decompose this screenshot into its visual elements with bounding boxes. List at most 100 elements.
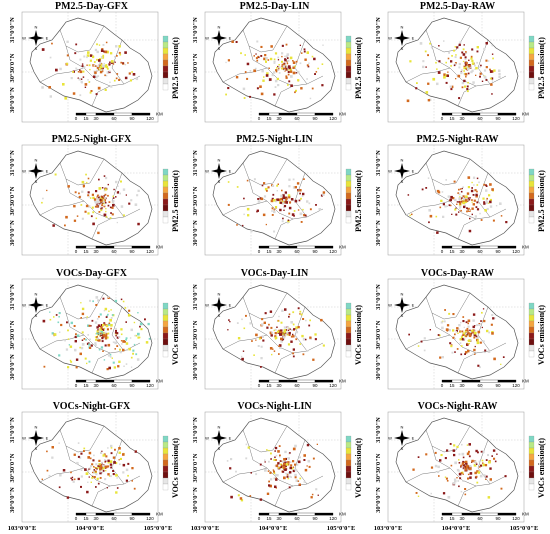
emission-cell	[124, 51, 127, 54]
emission-cell	[104, 331, 107, 334]
emission-cell	[465, 465, 469, 468]
latitude-label: 30°30'0"N	[192, 453, 199, 482]
emission-cell	[281, 67, 283, 70]
emission-cell	[95, 65, 97, 67]
emission-cell	[282, 337, 285, 340]
map-frame	[21, 144, 159, 256]
emission-cell	[476, 481, 479, 484]
emission-cell	[104, 193, 107, 196]
emission-cell	[88, 476, 90, 478]
scale-tick-label: 15	[266, 516, 272, 521]
emission-cell	[448, 329, 451, 332]
emission-cell	[464, 51, 468, 54]
scale-tick-label: 60	[477, 249, 483, 254]
emission-cell	[289, 466, 292, 470]
emission-cell	[284, 308, 287, 311]
emission-cell	[484, 464, 488, 467]
emission-cell	[82, 70, 85, 73]
emission-cell	[101, 204, 103, 206]
emission-cell	[266, 326, 269, 329]
scale-tick-label: 0	[258, 383, 261, 388]
emission-cell	[106, 328, 109, 331]
emission-cell	[104, 344, 107, 347]
emission-cell	[488, 194, 491, 197]
emission-cell	[462, 186, 464, 188]
emission-cell	[453, 180, 456, 183]
emission-cell	[417, 456, 420, 458]
emission-cell	[113, 461, 116, 464]
emission-cell	[427, 54, 429, 57]
colorbar-label: VOCs emission(t)	[537, 438, 546, 498]
district-boundary	[39, 200, 85, 216]
emission-cell	[452, 336, 455, 339]
map-panel: PM2.5-Day-GFX N S E W 31°0'0"N 30°30'0"N 30°0'…	[0, 0, 183, 133]
emission-cell	[106, 71, 110, 74]
emission-cell	[99, 464, 102, 467]
emission-cell	[286, 333, 289, 336]
emission-cell	[102, 70, 104, 72]
emission-cell	[282, 197, 285, 200]
colorbar: VOCs emission(t)	[528, 302, 546, 365]
emission-cell	[461, 197, 463, 199]
emission-cell	[72, 71, 74, 73]
emission-cell	[434, 451, 437, 454]
emission-cell	[104, 188, 107, 191]
emission-cell	[278, 315, 280, 318]
emission-cell	[274, 52, 278, 55]
emission-cell	[254, 67, 257, 70]
emission-cell	[106, 50, 109, 54]
emission-cell	[481, 80, 484, 82]
emission-cell	[88, 343, 91, 346]
emission-cell	[104, 465, 108, 469]
emission-cell	[101, 464, 105, 468]
emission-cell	[108, 366, 111, 370]
emission-cell	[267, 59, 270, 61]
emission-cell	[98, 211, 101, 213]
compass-letter: N	[35, 158, 38, 163]
emission-cell	[95, 473, 98, 476]
compass-letter: W	[205, 169, 209, 174]
emission-cell	[473, 331, 477, 335]
emission-cell	[255, 333, 258, 337]
scale-tick-label: 15	[266, 116, 272, 121]
emission-cell	[112, 195, 114, 197]
emission-cell	[458, 97, 461, 100]
emission-cell	[279, 201, 283, 204]
emission-cell	[95, 217, 98, 220]
emission-cell	[460, 464, 462, 467]
emission-cell	[459, 205, 462, 208]
emission-cell	[300, 87, 303, 90]
compass-letter: W	[388, 36, 392, 41]
compass-letter: E	[412, 169, 415, 174]
emission-cell	[289, 328, 291, 330]
emission-cell	[115, 462, 118, 465]
emission-cell	[102, 297, 105, 300]
emission-cell	[467, 325, 470, 328]
emission-cell	[461, 462, 465, 465]
emission-cell	[73, 204, 76, 208]
emission-cell	[275, 478, 278, 481]
map-frame	[204, 278, 342, 390]
emission-cell	[81, 217, 84, 220]
emission-cell	[473, 463, 477, 467]
emission-cell	[243, 97, 246, 99]
emission-cell	[286, 473, 289, 476]
emission-cell	[491, 44, 494, 47]
emission-cell	[277, 462, 280, 465]
emission-cell	[462, 467, 465, 469]
compass-letter: N	[401, 292, 404, 297]
emission-cell	[101, 471, 104, 474]
map-frame	[21, 278, 159, 390]
emission-cell	[85, 472, 89, 475]
emission-cell	[136, 194, 139, 197]
emission-cell	[279, 456, 281, 458]
emission-cell	[481, 326, 483, 329]
panel-title: PM2.5-Day-GFX	[54, 1, 129, 12]
compass-letter: W	[22, 36, 26, 41]
emission-cell	[89, 59, 92, 62]
emission-cell	[134, 334, 136, 337]
emission-cell	[460, 345, 463, 347]
scale-tick-label: 90	[129, 383, 135, 388]
